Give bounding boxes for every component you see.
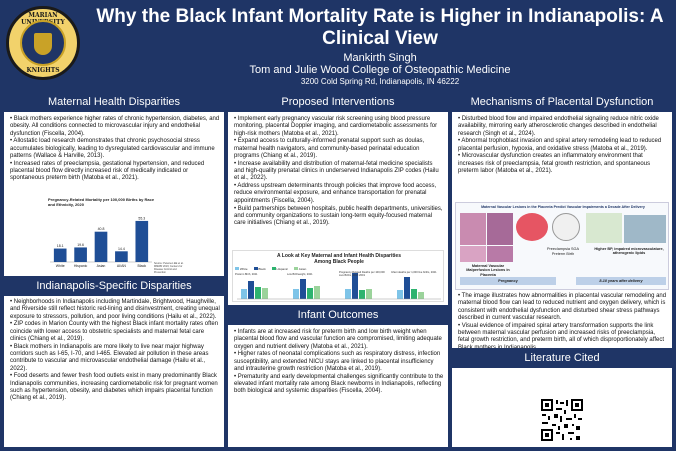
bullet: • Higher rates of neonatal complications… (234, 351, 441, 372)
histology-image-2 (487, 213, 513, 245)
column-left: Maternal Health Disparities • Black moth… (4, 92, 224, 447)
bullet: • Black mothers experience higher rates … (10, 116, 220, 137)
mortality-bar-chart: Pregnancy-Related Mortality per 100,000 … (44, 196, 184, 274)
legend-asian: Asian (294, 267, 306, 271)
bar-hispanic (74, 247, 87, 262)
left-label: Maternal Vascular Malperfusion Lesions i… (466, 264, 510, 277)
bullet: • Address upstream determinants through … (234, 183, 437, 204)
legend-white: White (235, 267, 248, 271)
bar-value-label: 40.8 (98, 227, 105, 231)
panel-low-birthweight (293, 279, 320, 299)
qr-code-icon (540, 398, 584, 442)
microvasculature-image (586, 213, 622, 243)
panel-preterm (241, 281, 268, 299)
column-middle: Proposed Interventions • Implement early… (228, 92, 448, 447)
bullet: • Increase availability and distribution… (234, 160, 439, 182)
category-label: AI/AN (117, 264, 127, 268)
blood-pressure-icon (552, 213, 580, 241)
bullet: • Implement early pregnancy vascular ris… (234, 116, 438, 137)
panel-infant-deaths (397, 277, 424, 299)
bullet: • Black mothers in Indianapolis are more… (10, 343, 209, 372)
category-label: Hispanic (74, 264, 88, 268)
panel-pregnancy-deaths (345, 273, 372, 299)
bar-value-label: 19.6 (77, 243, 84, 247)
category-label: Asian (97, 264, 106, 268)
legend-hispanic: Hispanic (271, 267, 288, 271)
bullet: • Neighborhoods in Indianapolis includin… (10, 299, 220, 320)
bullet: • The image illustrates how abnormalitie… (458, 293, 667, 321)
panel-label: Low Birthweight, 2021 (287, 273, 313, 276)
histology-image-4 (487, 246, 513, 262)
bullet: • Abnormal trophoblast invasion and spir… (458, 138, 662, 152)
bar-black (135, 220, 149, 262)
bar-aian (115, 251, 128, 262)
panel-label: Infant deaths per 1,000 live births, 202… (391, 271, 437, 274)
panel-label: Pregnancy-Related Deaths per 100,000 Liv… (339, 271, 385, 277)
section-heading-maternal: Maternal Health Disparities (4, 92, 224, 112)
bar-white (53, 248, 67, 262)
category-label: White (56, 264, 65, 268)
address: 3200 Cold Spring Rd, Indianapolis, IN 46… (300, 77, 460, 86)
figure-title: Maternal Vascular Lesions in the Placent… (481, 205, 645, 209)
bar-asian (94, 231, 108, 262)
section-heading-mechanisms: Mechanisms of Placental Dysfunction (452, 92, 672, 112)
indianapolis-bullets: • Neighborhoods in Indianapolis includin… (10, 299, 220, 403)
placenta-image (516, 213, 548, 241)
legend-black: Black (253, 267, 266, 271)
qr-code[interactable] (540, 398, 584, 442)
chart-title: Pregnancy-Related Mortality per 100,000 … (48, 197, 155, 207)
bullet: • Prematurity and early developmental ch… (234, 373, 444, 395)
bullet: • Build partnerships between hospitals, … (234, 205, 443, 227)
maternal-bullets: • Black mothers experience higher rates … (10, 116, 220, 183)
pregnancy-arrow: Pregnancy (460, 277, 556, 285)
section-heading-proposed: Proposed Interventions (228, 92, 448, 112)
proposed-bullets: • Implement early pregnancy vascular ris… (234, 116, 444, 228)
bullet: • Infants are at increased risk for pret… (234, 329, 442, 350)
bullet: • Microvascular dysfunction creates an i… (458, 153, 651, 175)
bar-value-label: 18.1 (57, 244, 64, 248)
bullet: • Food deserts and fewer fresh food outl… (10, 373, 218, 402)
figure-bullets: • The image illustrates how abnormalitie… (458, 293, 668, 352)
affiliation: Tom and Julie Wood College of Osteopathi… (249, 64, 511, 76)
figure-legend: White Black Hispanic Asian (235, 267, 306, 271)
section-heading-literature: Literature Cited (452, 348, 672, 368)
placenta-figure: Maternal Vascular Lesions in the Placent… (455, 202, 669, 290)
vessel-image (624, 215, 666, 243)
bullet: • Allostatic load research demonstrates … (10, 138, 215, 159)
poster-header: MARIAN UNIVERSITY KNIGHTS Why the Black … (0, 0, 676, 88)
column-right: Mechanisms of Placental Dysfunction • Di… (452, 92, 672, 447)
after-delivery-arrow: 8-10 years after delivery (576, 277, 666, 285)
disparity-panels-svg (237, 273, 441, 300)
chart-source-note: Source: Petersen EE et al. MMWR 2019; Ce… (154, 262, 184, 274)
panel-label: Preterm Birth, 2021 (235, 273, 258, 276)
section-heading-indianapolis: Indianapolis-Specific Disparities (4, 276, 224, 296)
bar-chart-svg: 18.1 White 19.6 Hispanic 40.8 Asian 14.4 AI/AN 5… (50, 216, 152, 268)
disparities-figure: A Look at Key Maternal and Infant Health… (232, 250, 444, 302)
bullet: • ZIP codes in Marion County with the hi… (10, 321, 219, 342)
histology-image-1 (460, 213, 486, 245)
bar-value-label: 55.3 (138, 216, 145, 220)
mechanism-bullets: • Disturbed blood flow and impaired endo… (458, 116, 668, 176)
bar-value-label: 14.4 (118, 247, 125, 251)
outcome-bullets: • Infants are at increased risk for pret… (234, 329, 444, 396)
shield-icon (34, 33, 52, 55)
figure-title: A Look at Key Maternal and Infant Health… (276, 253, 401, 265)
category-label: Black (138, 264, 147, 268)
bullet: • Increased rates of preeclampsia, gesta… (10, 160, 205, 182)
histology-image-3 (460, 246, 486, 262)
logo-text-bottom: KNIGHTS (26, 67, 60, 74)
bullet: • Expand access to culturally-informed p… (234, 138, 425, 159)
university-logo: MARIAN UNIVERSITY KNIGHTS (6, 6, 80, 80)
bullet: • Visual evidence of impaired spiral art… (458, 322, 664, 351)
author-name: Mankirth Singh (343, 52, 417, 64)
mid-label: Preeclampsia SGA Preterm Birth (546, 247, 580, 256)
right-label: Higher BP, impaired microvasculature, at… (594, 247, 664, 256)
bullet: • Disturbed blood flow and impaired endo… (458, 116, 659, 137)
poster-title: Why the Black Infant Mortality Rate is H… (96, 6, 664, 49)
section-heading-infant-outcomes: Infant Outcomes (228, 305, 448, 325)
